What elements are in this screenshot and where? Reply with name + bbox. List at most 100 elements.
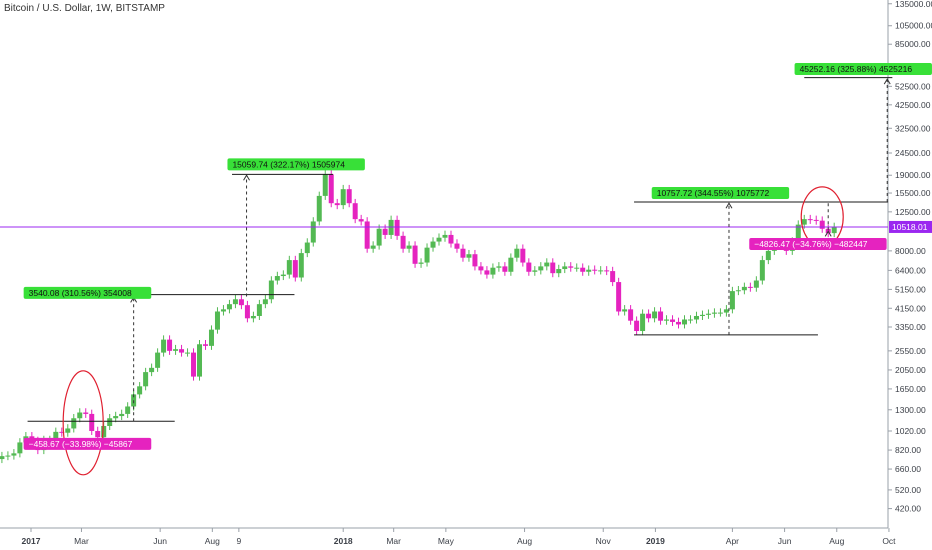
x-tick-label: 9: [236, 536, 241, 546]
candle-body: [316, 195, 322, 222]
measure-arrow-2019-drop-head: [824, 230, 832, 237]
candle-body: [0, 456, 5, 460]
candle-body: [604, 270, 610, 272]
y-tick-label: 135000.00: [895, 0, 932, 9]
candle-body: [598, 270, 604, 272]
candle-body: [179, 349, 185, 353]
candle-body: [125, 406, 131, 414]
candle-body: [304, 242, 310, 254]
candle-body: [693, 315, 699, 320]
candle-body: [753, 280, 759, 288]
candle-body: [274, 276, 280, 281]
candle-body: [214, 311, 220, 330]
annotation-label-bg: [794, 63, 932, 76]
candle-body: [634, 320, 640, 332]
candle-body: [89, 413, 95, 431]
candle-body: [143, 372, 149, 387]
candle-body: [418, 262, 424, 264]
y-tick-label: 1650.00: [895, 384, 926, 394]
candle-body: [400, 235, 406, 249]
x-tick-label: Nov: [596, 536, 612, 546]
annotation-label-bg: [227, 158, 365, 171]
y-tick-label: 5150.00: [895, 284, 926, 294]
candle-body: [376, 228, 382, 246]
candle-body: [586, 269, 592, 272]
candle-body: [496, 266, 502, 268]
y-tick-label: 2550.00: [895, 346, 926, 356]
candle-body: [723, 309, 729, 313]
candle-body: [616, 282, 622, 312]
candle-body: [460, 248, 466, 258]
candle-body: [484, 270, 490, 275]
candle-body: [250, 315, 256, 319]
candle-body: [658, 311, 664, 321]
candle-body: [550, 262, 556, 274]
x-tick-label: May: [438, 536, 455, 546]
candle-body: [687, 319, 693, 321]
x-tick-label: Mar: [74, 536, 89, 546]
candle-body: [670, 319, 676, 322]
candle-body: [137, 386, 143, 395]
annotation-label: 10757.72 (344.55%) 1075772: [657, 188, 770, 198]
annotation-label-bg: [749, 238, 887, 251]
candle-body: [119, 413, 125, 417]
candle-body: [592, 269, 598, 271]
candle-body: [268, 280, 274, 300]
candle-body: [442, 234, 448, 238]
candle-body: [682, 319, 688, 325]
x-tick-label: Jun: [778, 536, 792, 546]
candle-body: [226, 304, 232, 310]
candle-body: [107, 418, 113, 426]
candle-body: [628, 309, 634, 321]
measure-arrow-2019-head: [725, 202, 733, 209]
candle-body: [101, 425, 107, 438]
candle-body: [328, 174, 334, 204]
candle-body: [77, 412, 83, 419]
y-tick-label: 15500.00: [895, 188, 931, 198]
candle-body: [580, 267, 586, 272]
candle-body: [298, 253, 304, 278]
candle-body: [334, 203, 340, 206]
candle-body: [17, 442, 23, 454]
candle-body: [544, 262, 550, 267]
candle-body: [185, 352, 191, 354]
annotation-label: 3540.08 (310.56%) 354008: [29, 288, 132, 298]
candle-body: [155, 352, 161, 368]
candle-body: [705, 313, 711, 315]
y-tick-label: 12500.00: [895, 207, 931, 217]
candle-body: [220, 309, 226, 312]
annotation-label-bg: [651, 187, 790, 200]
candle-body: [729, 291, 735, 310]
y-tick-label: 52500.00: [895, 81, 931, 91]
y-tick-label: 85000.00: [895, 39, 931, 49]
candle-body: [406, 245, 412, 249]
candle-body: [556, 269, 562, 274]
candle-body: [801, 219, 807, 225]
candle-body: [71, 418, 77, 429]
y-tick-label: 3350.00: [895, 322, 926, 332]
annotation-label: 45252.16 (325.88%) 4525216: [800, 64, 913, 74]
candle-body: [711, 312, 717, 314]
candle-body: [292, 260, 298, 278]
candle-body: [478, 266, 484, 271]
x-tick-label: 2017: [22, 536, 41, 546]
candle-body: [747, 286, 753, 288]
current-price-label: 10518.01: [892, 222, 928, 232]
candle-body: [286, 260, 292, 275]
candle-body: [819, 220, 825, 229]
x-tick-label: 2019: [646, 536, 665, 546]
candle-body: [562, 266, 568, 270]
x-tick-label: Jun: [153, 536, 167, 546]
candle-body: [53, 431, 59, 441]
current-price-badge: [889, 220, 932, 233]
candle-body: [208, 329, 214, 346]
annotation-label-bg: [23, 437, 152, 450]
candle-body: [454, 243, 460, 249]
candle-body: [244, 305, 250, 319]
x-tick-label: Apr: [726, 536, 739, 546]
x-tick-label: 2018: [334, 536, 353, 546]
candle-body: [83, 412, 89, 414]
candle-body: [831, 226, 837, 234]
y-tick-label: 660.00: [895, 464, 921, 474]
